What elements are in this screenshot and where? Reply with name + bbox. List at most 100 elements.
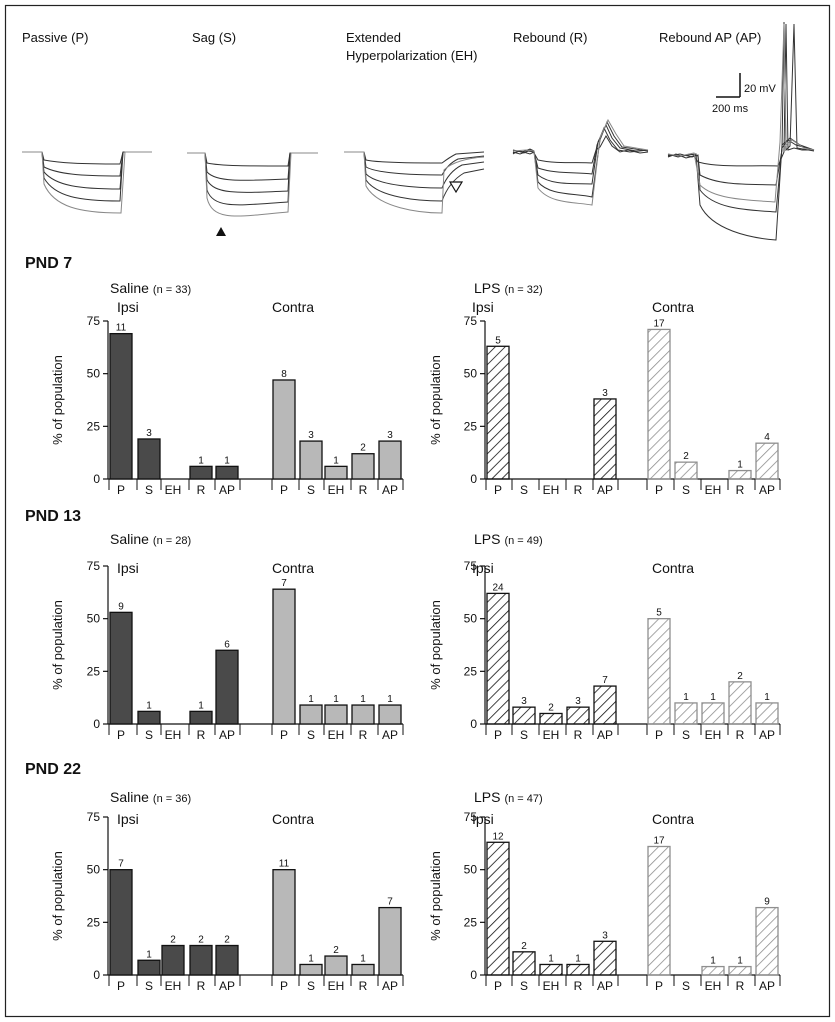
trace-extended-hyperpolarization <box>344 151 485 214</box>
x-tick-label: S <box>145 979 153 993</box>
y-axis-label: % of population <box>50 851 65 941</box>
bar-ipsi-r <box>189 944 213 976</box>
row-title: PND 13 <box>25 508 81 525</box>
x-tick-label: EH <box>165 728 182 742</box>
treatment-label: LPS (n = 49) <box>474 531 543 547</box>
side-label-contra: Contra <box>652 299 694 315</box>
y-tick-label: 75 <box>464 314 478 328</box>
side-label-contra: Contra <box>272 560 314 576</box>
bar-count-label: 3 <box>575 696 581 707</box>
bar-count-label: 2 <box>224 935 230 946</box>
x-tick-label: EH <box>543 728 560 742</box>
x-tick-label: EH <box>543 483 560 497</box>
sample-size: (n = 32) <box>504 284 542 296</box>
y-tick-label: 75 <box>464 810 478 824</box>
bar-contra-ap <box>378 440 402 480</box>
row-pnd-22: PND 22 Saline (n = 36) Ipsi Contra 0 25 50 75 % o… <box>25 761 781 993</box>
treatment-label: LPS (n = 47) <box>474 789 543 805</box>
y-tick-label: 50 <box>464 367 478 381</box>
bar-count-label: 2 <box>198 935 204 946</box>
x-tick-label: EH <box>328 483 345 497</box>
bar-ipsi-p <box>109 611 133 725</box>
sag-marker-filled-triangle <box>216 227 226 236</box>
x-tick-label: P <box>494 979 502 993</box>
bar-contra-r <box>728 681 752 725</box>
x-tick-label: EH <box>165 483 182 497</box>
trace-title-sag: Sag (S) <box>192 30 236 45</box>
x-tick-label: S <box>307 483 315 497</box>
side-label-ipsi: Ipsi <box>117 560 139 576</box>
sample-size: (n = 36) <box>153 793 191 805</box>
y-tick-label: 0 <box>93 968 100 982</box>
x-tick-label: S <box>520 728 528 742</box>
bar-ipsi-s <box>137 438 161 480</box>
x-tick-label: P <box>117 979 125 993</box>
bar-count-label: 2 <box>683 451 689 462</box>
bar-ipsi-ap <box>593 940 617 976</box>
bar-count-label: 2 <box>333 945 339 956</box>
x-tick-label: EH <box>705 483 722 497</box>
bar-count-label: 1 <box>146 700 152 711</box>
x-tick-label: R <box>736 728 745 742</box>
x-tick-label: AP <box>382 728 398 742</box>
bar-count-label: 1 <box>710 692 716 703</box>
bar-ipsi-s <box>137 959 161 976</box>
bar-count-label: 1 <box>333 694 339 705</box>
bar-count-label: 12 <box>492 831 504 842</box>
treatment-name: LPS <box>474 531 500 547</box>
x-tick-label: P <box>280 483 288 497</box>
bar-ipsi-r <box>189 465 213 480</box>
treatment-label: Saline (n = 28) <box>110 531 191 547</box>
treatment-name: Saline <box>110 789 149 805</box>
bar-contra-ap <box>755 906 779 976</box>
y-tick-label: 0 <box>470 472 477 486</box>
bar-count-label: 2 <box>360 443 366 454</box>
trace-title-rebound: Rebound (R) <box>513 30 587 45</box>
bar-ipsi-s <box>512 951 536 976</box>
x-tick-label: P <box>494 728 502 742</box>
trace-title-rebound-ap: Rebound AP (AP) <box>659 30 761 45</box>
eh-marker-open-triangle <box>448 181 464 194</box>
trace-passive <box>22 151 152 214</box>
bar-ipsi-ap <box>593 685 617 725</box>
bar-contra-p <box>272 869 296 976</box>
bar-contra-eh <box>324 704 348 725</box>
bar-count-label: 7 <box>387 897 393 908</box>
bar-count-label: 1 <box>198 455 204 466</box>
x-tick-label: R <box>736 979 745 993</box>
y-axis-label: % of population <box>50 355 65 445</box>
bar-contra-ap <box>378 906 402 976</box>
bar-count-label: 24 <box>492 582 504 593</box>
bar-contra-r <box>351 453 375 480</box>
x-tick-label: S <box>682 728 690 742</box>
x-tick-label: R <box>574 979 583 993</box>
treatment-label: Saline (n = 36) <box>110 789 191 805</box>
bar-ipsi-eh <box>161 944 185 976</box>
figure-border <box>4 4 831 1018</box>
trace-title-hyperpolarization: Hyperpolarization (EH) <box>346 48 478 63</box>
y-tick-label: 75 <box>464 559 478 573</box>
bar-count-label: 1 <box>308 953 314 964</box>
bar-count-label: 7 <box>281 578 287 589</box>
panel-saline: Saline (n = 36) Ipsi Contra 0 25 50 75 % of popu… <box>50 789 404 993</box>
panel-lps: LPS (n = 47) Ipsi Contra 0 25 50 75 % of populat… <box>428 789 781 993</box>
y-tick-label: 25 <box>87 419 101 433</box>
scale-bar: 20 mV 200 ms <box>712 73 776 115</box>
side-label-contra: Contra <box>272 811 314 827</box>
x-tick-label: P <box>280 728 288 742</box>
bar-contra-eh <box>324 955 348 976</box>
x-tick-label: R <box>574 483 583 497</box>
y-axis-label: % of population <box>428 851 443 941</box>
bar-count-label: 4 <box>764 432 770 443</box>
bar-ipsi-ap <box>215 944 239 976</box>
x-tick-label: R <box>736 483 745 497</box>
treatment-label: LPS (n = 32) <box>474 280 543 296</box>
x-tick-label: EH <box>328 979 345 993</box>
bar-count-label: 1 <box>575 953 581 964</box>
x-tick-label: P <box>117 728 125 742</box>
bar-count-label: 17 <box>653 835 665 846</box>
bar-ipsi-p <box>486 345 510 480</box>
x-tick-label: EH <box>705 979 722 993</box>
